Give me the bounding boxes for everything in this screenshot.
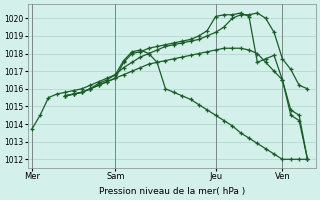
X-axis label: Pression niveau de la mer( hPa ): Pression niveau de la mer( hPa )	[99, 187, 245, 196]
